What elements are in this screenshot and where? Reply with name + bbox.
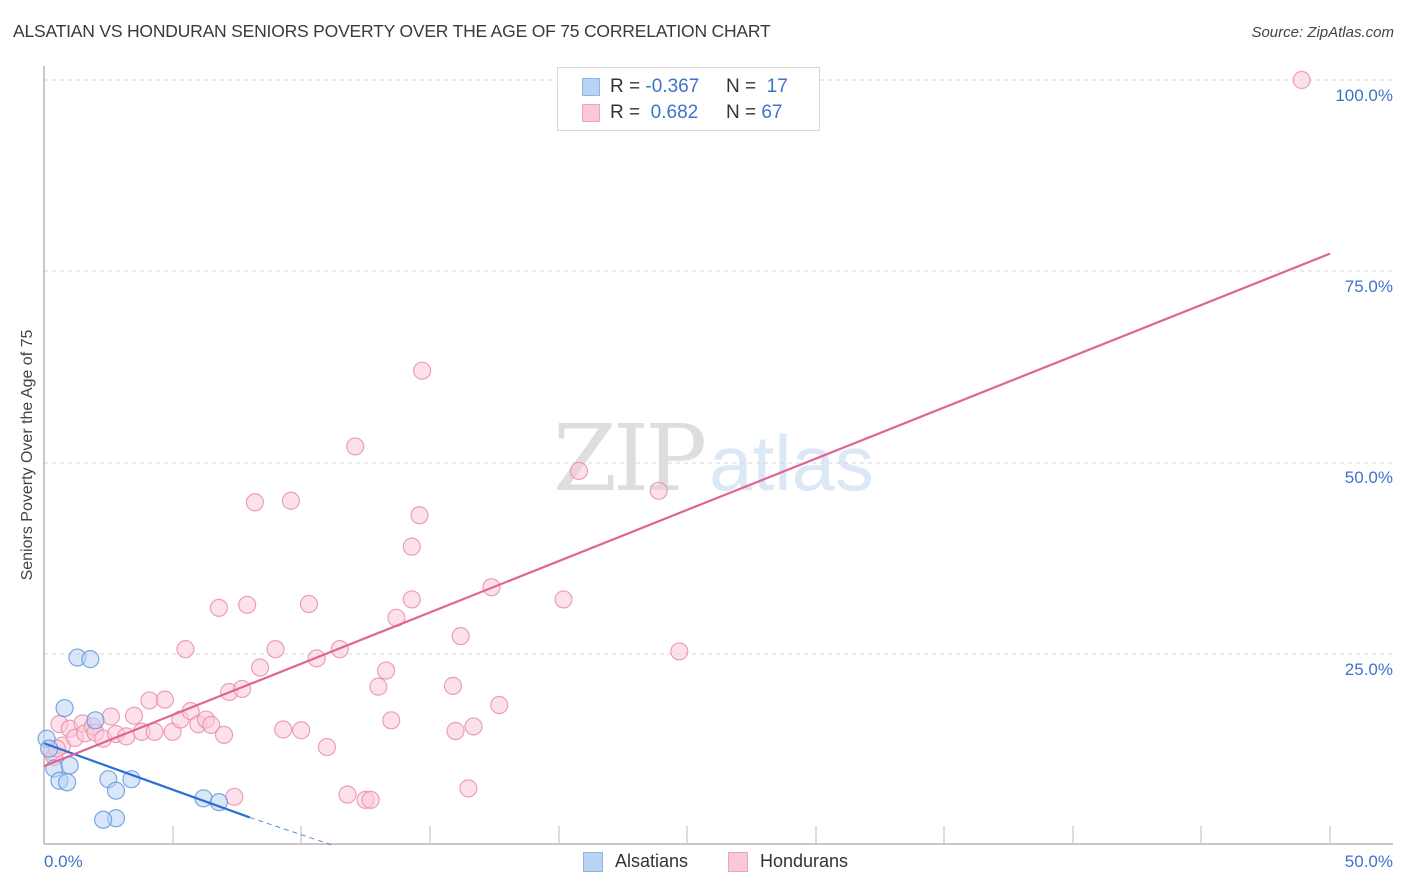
data-point <box>214 725 234 744</box>
y-tick-75: 75.0% <box>1344 277 1393 296</box>
data-point <box>124 706 144 725</box>
hondurans-trendline <box>43 252 1331 768</box>
hondurans-points <box>42 70 1311 809</box>
alsatians-trendline-extension <box>249 816 333 846</box>
data-point <box>155 690 174 709</box>
hondurans-swatch-icon <box>582 104 600 122</box>
data-point <box>338 785 357 804</box>
data-point <box>554 590 573 609</box>
data-point <box>446 721 465 741</box>
data-point <box>412 361 432 380</box>
legend-label-hondurans: Hondurans <box>760 851 849 871</box>
alsatians-swatch-icon <box>582 78 600 96</box>
source-credit: Source: ZipAtlas.com <box>1251 24 1394 41</box>
data-point <box>238 595 257 614</box>
y-tick-50: 50.0% <box>1344 468 1393 487</box>
data-point <box>140 691 159 710</box>
data-point <box>274 720 293 739</box>
data-point <box>451 627 470 646</box>
y-tick-25: 25.0% <box>1344 660 1393 679</box>
chart-title: ALSATIAN VS HONDURAN SENIORS POVERTY OVE… <box>13 21 771 41</box>
data-point <box>106 781 126 800</box>
data-point <box>361 790 380 809</box>
data-point <box>122 770 141 789</box>
data-point <box>40 739 59 758</box>
data-point <box>670 642 689 661</box>
data-point <box>94 810 113 829</box>
alsatians-trendline <box>43 742 251 819</box>
data-point <box>1292 70 1311 90</box>
r-value: -0.367 <box>645 76 700 97</box>
data-point <box>266 640 285 659</box>
hondurans-swatch-icon <box>728 851 748 872</box>
data-point <box>317 737 337 757</box>
legend-row-alsatians: R = -0.367 N = 17 <box>582 75 788 99</box>
data-point <box>202 715 221 734</box>
alsatians-swatch-icon <box>583 851 603 872</box>
legend-item-hondurans[interactable]: Hondurans <box>728 851 848 872</box>
gridlines <box>44 79 1393 655</box>
r-label: R = <box>610 76 641 97</box>
data-point <box>58 773 77 792</box>
data-point <box>86 711 105 730</box>
data-point <box>250 658 270 677</box>
r-value: 0.682 <box>645 102 699 123</box>
r-label: R = <box>610 102 641 123</box>
x-tick-0: 0.0% <box>44 852 83 871</box>
n-value: 17 <box>766 76 788 97</box>
data-point <box>369 677 388 696</box>
axes-lines <box>43 66 1393 845</box>
data-point <box>145 722 164 741</box>
correlation-legend: R = -0.367 N = 17 R = 0.682 N = 67 <box>557 67 820 131</box>
data-point <box>81 650 100 669</box>
alsatians-points <box>37 648 228 829</box>
data-point <box>443 676 463 695</box>
data-point <box>209 598 228 617</box>
data-point <box>299 594 319 614</box>
data-point <box>101 707 120 726</box>
n-label: N = <box>725 102 757 123</box>
data-point <box>490 695 509 715</box>
data-point <box>402 590 421 609</box>
data-point <box>346 437 365 456</box>
data-point <box>382 711 401 730</box>
n-label: N = <box>725 76 757 97</box>
x-tick-50: 50.0% <box>1344 852 1393 871</box>
data-point <box>176 640 195 659</box>
data-point <box>464 717 483 736</box>
legend-row-hondurans: R = 0.682 N = 67 <box>582 101 782 125</box>
legend-item-alsatians[interactable]: Alsatians <box>583 851 688 872</box>
data-point <box>569 461 589 481</box>
data-point <box>292 721 311 740</box>
data-point <box>459 779 478 798</box>
data-point <box>55 698 74 718</box>
n-value: 67 <box>761 102 783 123</box>
data-point <box>649 481 668 500</box>
y-tick-100: 100.0% <box>1335 86 1393 105</box>
data-point <box>245 493 265 512</box>
trendlines <box>43 252 1331 846</box>
data-point <box>402 537 421 556</box>
data-point <box>410 506 429 525</box>
data-point <box>225 787 244 806</box>
legend-label-alsatians: Alsatians <box>615 851 689 871</box>
data-point <box>281 491 301 510</box>
data-point <box>376 661 396 680</box>
